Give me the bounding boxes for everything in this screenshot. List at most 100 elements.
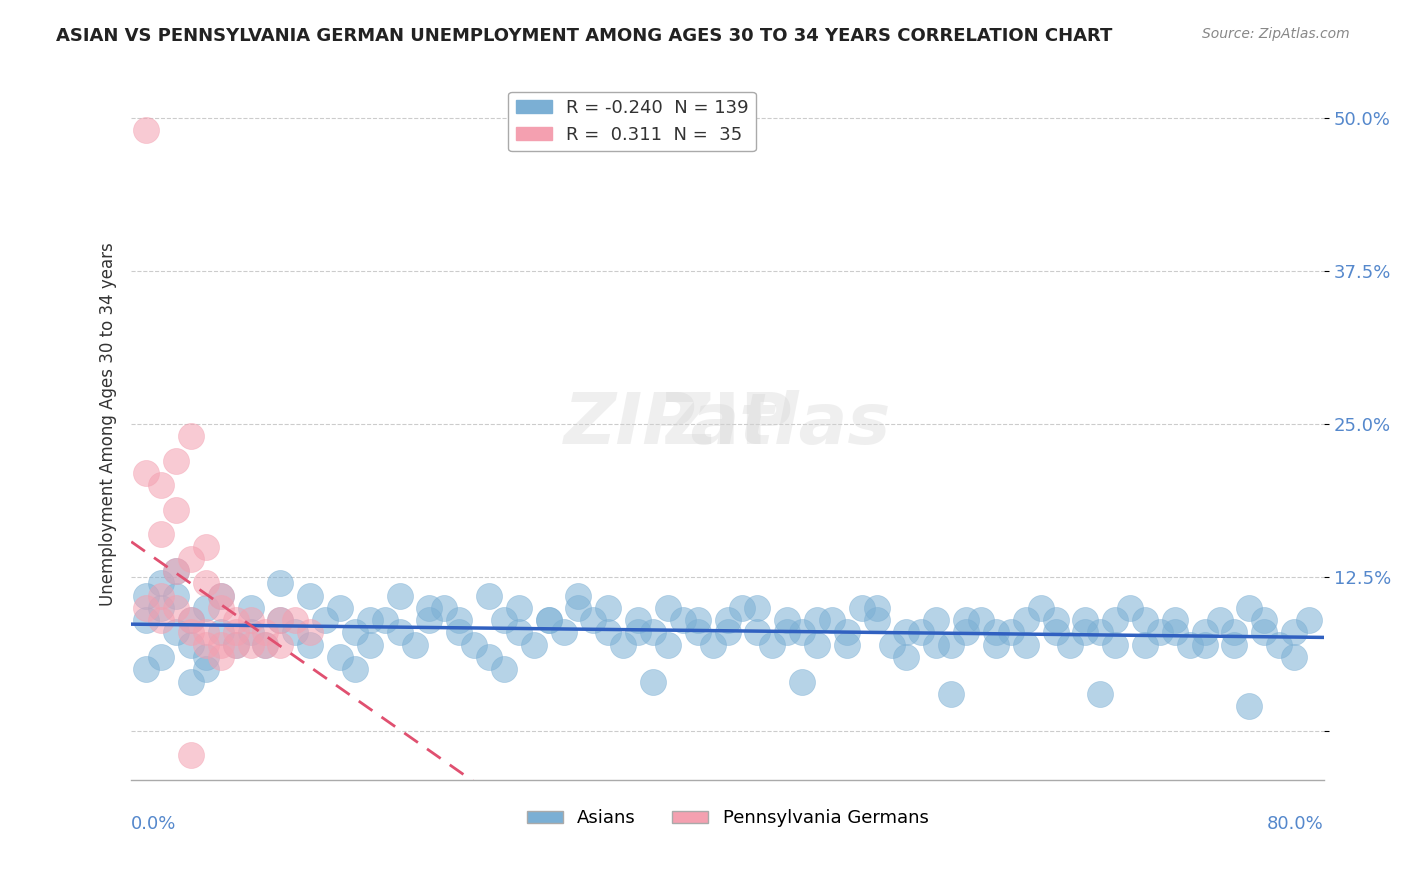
Point: [194, 576, 217, 591]
Point: [1208, 613, 1230, 627]
Point: [747, 601, 769, 615]
Point: [955, 613, 977, 627]
Point: [1178, 638, 1201, 652]
Point: [209, 625, 232, 640]
Point: [790, 625, 813, 640]
Point: [1223, 638, 1246, 652]
Point: [165, 625, 187, 640]
Point: [523, 638, 546, 652]
Point: [209, 589, 232, 603]
Point: [1239, 601, 1261, 615]
Point: [1149, 625, 1171, 640]
Point: [225, 613, 247, 627]
Point: [1282, 650, 1305, 665]
Point: [641, 674, 664, 689]
Point: [165, 589, 187, 603]
Point: [194, 601, 217, 615]
Point: [150, 527, 173, 541]
Point: [910, 625, 932, 640]
Point: [1119, 601, 1142, 615]
Point: [269, 613, 291, 627]
Point: [641, 625, 664, 640]
Point: [1059, 638, 1081, 652]
Point: [567, 601, 589, 615]
Point: [1045, 613, 1067, 627]
Point: [359, 613, 381, 627]
Point: [790, 674, 813, 689]
Point: [598, 601, 620, 615]
Point: [388, 589, 411, 603]
Point: [537, 613, 560, 627]
Point: [239, 625, 262, 640]
Point: [925, 613, 948, 627]
Point: [180, 613, 202, 627]
Point: [941, 638, 963, 652]
Point: [1015, 638, 1038, 652]
Point: [1133, 638, 1156, 652]
Point: [225, 625, 247, 640]
Point: [194, 650, 217, 665]
Point: [135, 466, 157, 480]
Point: [209, 589, 232, 603]
Point: [329, 601, 352, 615]
Point: [404, 638, 426, 652]
Point: [716, 625, 738, 640]
Point: [1194, 625, 1216, 640]
Point: [553, 625, 575, 640]
Point: [449, 613, 471, 627]
Point: [1268, 638, 1291, 652]
Point: [359, 638, 381, 652]
Point: [254, 638, 277, 652]
Point: [180, 552, 202, 566]
Point: [1223, 625, 1246, 640]
Point: [627, 613, 650, 627]
Point: [254, 625, 277, 640]
Point: [537, 613, 560, 627]
Point: [1090, 625, 1112, 640]
Point: [165, 454, 187, 468]
Point: [299, 638, 322, 652]
Point: [1282, 625, 1305, 640]
Point: [761, 638, 783, 652]
Point: [686, 613, 709, 627]
Point: [135, 662, 157, 676]
Point: [984, 638, 1007, 652]
Point: [896, 625, 918, 640]
Point: [209, 638, 232, 652]
Point: [1253, 625, 1275, 640]
Point: [150, 601, 173, 615]
Point: [135, 613, 157, 627]
Point: [1133, 613, 1156, 627]
Point: [747, 625, 769, 640]
Point: [776, 625, 799, 640]
Point: [1074, 625, 1097, 640]
Legend: Asians, Pennsylvania Germans: Asians, Pennsylvania Germans: [519, 802, 936, 835]
Point: [209, 650, 232, 665]
Text: ZIPatlas: ZIPatlas: [564, 390, 891, 458]
Point: [970, 613, 993, 627]
Text: ZIP: ZIP: [661, 390, 794, 458]
Point: [657, 638, 679, 652]
Point: [254, 638, 277, 652]
Point: [343, 625, 366, 640]
Point: [180, 429, 202, 443]
Point: [1015, 613, 1038, 627]
Point: [314, 613, 336, 627]
Point: [239, 613, 262, 627]
Point: [508, 601, 530, 615]
Point: [508, 625, 530, 640]
Point: [165, 564, 187, 578]
Y-axis label: Unemployment Among Ages 30 to 34 years: Unemployment Among Ages 30 to 34 years: [100, 243, 117, 606]
Point: [1104, 638, 1126, 652]
Point: [388, 625, 411, 640]
Point: [851, 601, 873, 615]
Point: [449, 625, 471, 640]
Point: [984, 625, 1007, 640]
Point: [492, 613, 515, 627]
Point: [269, 576, 291, 591]
Point: [866, 601, 889, 615]
Point: [1029, 601, 1052, 615]
Point: [135, 123, 157, 137]
Point: [1239, 699, 1261, 714]
Point: [806, 638, 828, 652]
